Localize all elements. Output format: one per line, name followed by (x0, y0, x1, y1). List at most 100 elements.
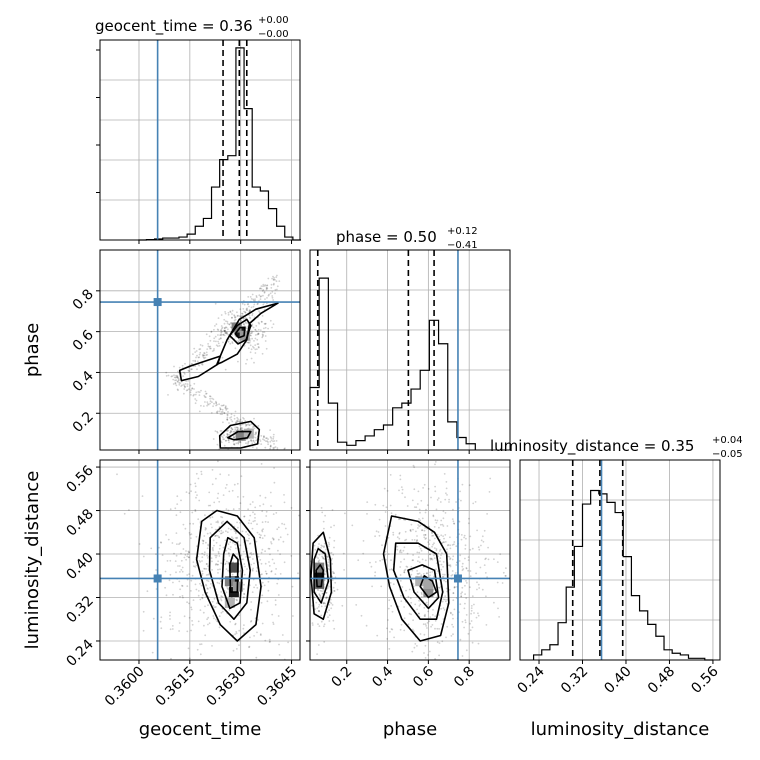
sample-point (323, 625, 325, 628)
sample-point (263, 534, 266, 537)
sample-point (496, 581, 499, 584)
sample-point (416, 570, 418, 572)
sample-point (396, 548, 399, 551)
sample-point (213, 348, 215, 350)
sample-point (255, 584, 257, 586)
sample-point (189, 483, 192, 486)
sample-point (269, 429, 271, 431)
sample-point (226, 414, 229, 417)
sample-point (247, 341, 250, 344)
sample-point (317, 610, 320, 613)
sample-point (317, 560, 320, 563)
sample-point (327, 561, 330, 563)
sample-point (269, 640, 271, 643)
sample-point (252, 345, 254, 348)
sample-point (233, 443, 235, 445)
sample-point (216, 431, 219, 434)
sample-point (464, 593, 466, 595)
sample-point (215, 340, 217, 343)
sample-point (199, 348, 202, 350)
sample-point (211, 350, 214, 352)
panel-luminosity-distance-vs-phase: 0.2 0.4 0.6 0.8 (306, 459, 511, 691)
sample-point (415, 540, 418, 543)
sample-point (189, 533, 192, 536)
sample-scatter (165, 274, 286, 451)
sample-point (176, 503, 179, 505)
sample-point (195, 535, 198, 538)
sample-point (207, 557, 209, 559)
sample-point (460, 595, 463, 598)
sample-point (446, 544, 449, 547)
sample-point (391, 569, 394, 571)
sample-point (424, 511, 427, 514)
sample-point (242, 588, 245, 590)
sample-point (254, 328, 257, 331)
sample-point (332, 586, 335, 589)
sample-point (251, 446, 254, 448)
sample-point (465, 567, 468, 569)
grid (310, 460, 510, 660)
sample-point (418, 508, 421, 511)
sample-point (400, 561, 402, 563)
title-phase-minus: −0.41 (447, 240, 478, 251)
sample-point (245, 308, 248, 310)
sample-point (265, 572, 268, 575)
sample-point (424, 613, 426, 616)
sample-point (282, 540, 285, 543)
sample-point (218, 547, 221, 550)
sample-point (232, 508, 235, 511)
sample-point (324, 514, 326, 517)
sample-point (213, 402, 215, 405)
sample-point (211, 645, 213, 647)
sample-point (261, 622, 264, 625)
sample-point (253, 427, 256, 430)
sample-point (333, 572, 335, 575)
sample-point (431, 545, 433, 548)
sample-point (183, 388, 186, 390)
sample-point (320, 620, 323, 623)
sample-point (229, 430, 232, 432)
sample-point (225, 320, 227, 322)
sample-point (191, 620, 194, 622)
sample-point (238, 315, 241, 317)
grid (100, 460, 300, 660)
sample-point (250, 439, 253, 442)
sample-point (328, 614, 331, 617)
sample-point (269, 553, 271, 556)
sample-point (433, 557, 436, 560)
sample-point (460, 595, 463, 598)
sample-point (224, 562, 227, 565)
sample-point (222, 404, 225, 407)
sample-point (317, 534, 319, 537)
sample-point (259, 559, 262, 561)
sample-point (423, 606, 426, 609)
title-phase-plus: +0.12 (447, 226, 478, 237)
sample-point (417, 556, 420, 558)
contour-line (221, 536, 244, 610)
sample-point (411, 569, 414, 572)
sample-point (351, 524, 354, 527)
sample-point (219, 334, 222, 337)
sample-point (211, 469, 214, 471)
contour-line (382, 515, 450, 642)
sample-point (199, 582, 201, 585)
sample-point (412, 559, 414, 561)
sample-point (445, 487, 448, 490)
sample-point (271, 537, 274, 540)
sample-point (250, 553, 253, 556)
sample-point (327, 587, 329, 589)
sample-point (229, 620, 232, 623)
sample-point (259, 295, 262, 298)
sample-point (269, 491, 272, 494)
sample-point (262, 334, 264, 336)
grid (100, 250, 300, 450)
sample-point (323, 542, 326, 545)
sample-point (486, 576, 488, 578)
sample-point (272, 621, 274, 624)
sample-point (196, 368, 198, 371)
sample-point (182, 548, 185, 550)
sample-point (283, 523, 286, 526)
sample-point (259, 536, 262, 539)
sample-point (268, 547, 271, 550)
sample-point (205, 393, 207, 395)
